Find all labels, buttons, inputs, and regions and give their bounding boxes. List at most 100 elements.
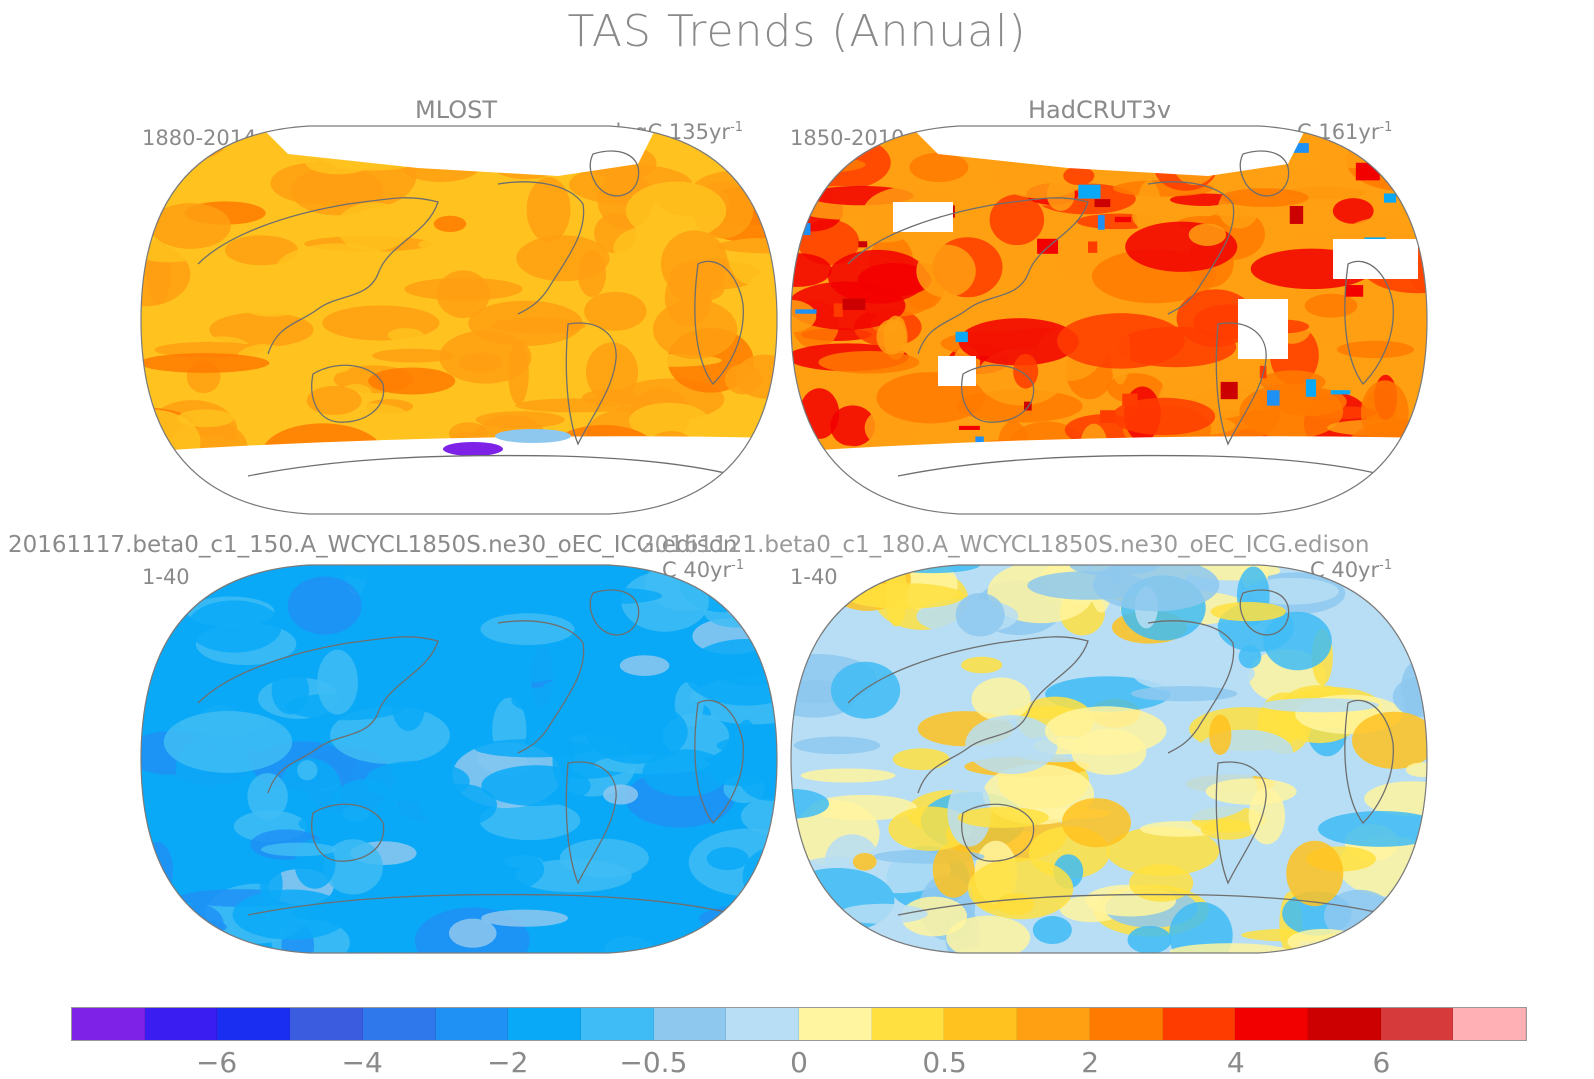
field-patch: [177, 409, 235, 428]
colorbar-swatch: [362, 1008, 436, 1040]
colorbar-tick-label: 2: [1081, 1046, 1100, 1079]
field-patch: [559, 838, 649, 878]
colorbar-swatch: [726, 1008, 800, 1040]
field-cell: [955, 331, 968, 343]
coastline: [197, 197, 439, 355]
colorbar-swatch: [508, 1008, 581, 1040]
field-patch: [603, 784, 639, 805]
field-patch: [660, 230, 728, 298]
coastline: [1215, 322, 1267, 446]
field-patch: [336, 202, 411, 252]
field-patch: [432, 565, 560, 608]
coastline: [247, 454, 739, 477]
field-patch: [154, 341, 265, 358]
field-patch: [811, 927, 884, 953]
field-patch: [141, 935, 169, 952]
field-patch: [1260, 698, 1379, 713]
field-patch: [1200, 819, 1255, 840]
field-patch: [141, 476, 177, 499]
colorbar-swatch: [144, 1008, 218, 1040]
field-patch: [368, 367, 456, 395]
field-patch: [306, 385, 362, 415]
field-patch: [1332, 198, 1374, 224]
coastline: [1147, 181, 1235, 315]
field-patch: [1188, 223, 1227, 246]
coastline: [497, 620, 585, 754]
colorbar-swatch: [1017, 1008, 1090, 1040]
colorbar: [71, 1007, 1527, 1041]
colorbar-tick-label: 0: [790, 1046, 808, 1079]
field-patch: [364, 760, 470, 802]
colorbar-swatch: [1380, 1008, 1454, 1040]
field-patch: [248, 180, 273, 207]
field-patch: [1169, 943, 1290, 953]
panel-title-mlost: MLOST: [415, 96, 498, 124]
coastline: [197, 636, 439, 794]
field-patch: [398, 640, 492, 686]
field-patch: [818, 351, 920, 374]
field-cell: [1078, 184, 1101, 199]
coastline: [497, 181, 585, 315]
coastline: [1344, 260, 1394, 385]
field-cell: [1114, 216, 1132, 223]
panel-title-model-150: 20161117.beta0_c1_150.A_WCYCL1850S.ne30_…: [8, 532, 738, 558]
panel-period-model-180: 1-40: [790, 565, 838, 589]
field-patch: [247, 773, 288, 820]
field-patch: [1111, 397, 1216, 436]
coastline: [1239, 589, 1290, 636]
field-patch: [404, 277, 523, 301]
field-patch: [619, 655, 670, 676]
field-patch: [317, 649, 358, 715]
coastline: [311, 803, 385, 862]
coastline: [897, 893, 1389, 916]
field-patch: [511, 686, 596, 715]
field-patch: [956, 389, 1083, 423]
field-patch: [792, 135, 891, 191]
map-model-150: [140, 564, 778, 954]
colorbar-swatch: [944, 1008, 1018, 1040]
field-cell: [1266, 390, 1280, 406]
field-patch: [621, 571, 709, 632]
map-mlost: [140, 125, 778, 515]
field-patch: [1351, 711, 1427, 769]
field-cell: [1122, 393, 1138, 406]
field-patch: [516, 235, 610, 282]
field-patch: [287, 576, 362, 635]
colorbar-tick-label: 6: [1372, 1046, 1391, 1079]
coastline: [694, 699, 744, 824]
field-cell: [1344, 285, 1364, 297]
colorbar-swatch: [1453, 1008, 1527, 1040]
field-patch: [642, 749, 729, 797]
colorbar-swatch: [435, 1008, 509, 1040]
field-patch: [1063, 166, 1095, 186]
missing-data-region: [1333, 239, 1418, 279]
coastline: [961, 364, 1035, 423]
field-patch: [892, 748, 950, 771]
field-patch: [909, 152, 969, 183]
field-patch: [1364, 781, 1427, 817]
field-cell: [1100, 410, 1116, 424]
colorbar-swatch: [1235, 1008, 1308, 1040]
field-patch: [791, 299, 817, 333]
field-patch: [1131, 686, 1238, 702]
field-patch: [625, 181, 727, 240]
missing-data-region: [141, 436, 777, 514]
colorbar-tick-label: −2: [487, 1046, 529, 1079]
field-patch: [577, 917, 682, 953]
colorbar-swatch: [799, 1008, 872, 1040]
missing-data-region: [908, 126, 1308, 176]
field-patch: [387, 328, 424, 343]
coastline: [694, 260, 744, 385]
colorbar-tick-label: −0.5: [619, 1046, 688, 1079]
field-patch: [178, 565, 228, 584]
coastline: [1344, 699, 1394, 824]
missing-data-region: [938, 356, 976, 386]
coastline: [311, 364, 385, 423]
field-patch: [957, 806, 1049, 828]
field-patch: [1263, 611, 1332, 671]
field-patch: [1304, 293, 1358, 318]
field-patch: [946, 915, 1031, 953]
field-cell: [1097, 215, 1105, 230]
field-cell: [1024, 401, 1032, 411]
colorbar-swatch: [1307, 1008, 1381, 1040]
